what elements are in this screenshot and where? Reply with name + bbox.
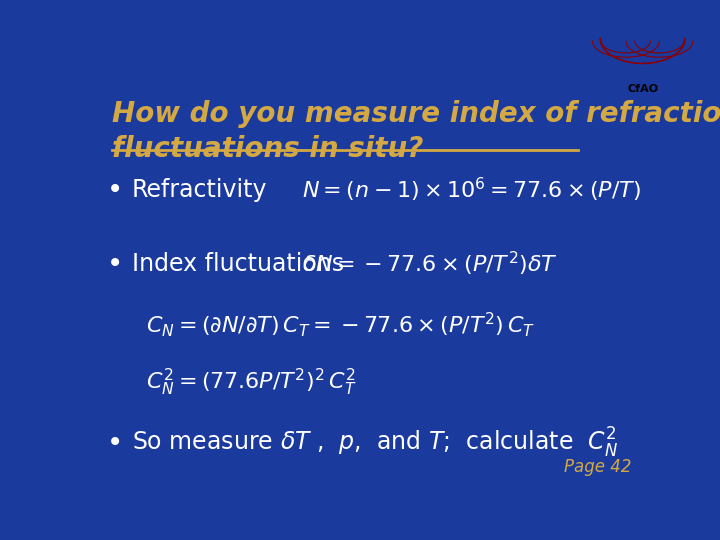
Text: $C_N = (\partial N / \partial T)\,C_T = -77.6 \times (P / T^2)\,C_T$: $C_N = (\partial N / \partial T)\,C_T = … [145,310,535,339]
Text: $N = (n-1) \times 10^6 = 77.6 \times (P / T)$: $N = (n-1) \times 10^6 = 77.6 \times (P … [302,176,641,204]
Text: Page 42: Page 42 [564,458,631,476]
Text: Refractivity: Refractivity [132,178,267,201]
Text: •: • [107,429,123,457]
Text: How do you measure index of refraction
fluctuations in situ?: How do you measure index of refraction f… [112,100,720,163]
Text: So measure $\delta T$ ,  $p$,  and $T$;  calculate  $C_N^2$: So measure $\delta T$ , $p$, and $T$; ca… [132,426,618,460]
Text: •: • [107,176,123,204]
Text: Index fluctuations: Index fluctuations [132,252,344,276]
Text: $\delta N = -77.6 \times (P / T^2)\delta T$: $\delta N = -77.6 \times (P / T^2)\delta… [302,250,558,279]
Text: CfAO: CfAO [627,84,658,94]
Text: $C_N^2 = (77.6P / T^2)^2\,C_T^2$: $C_N^2 = (77.6P / T^2)^2\,C_T^2$ [145,367,356,399]
Text: •: • [107,251,123,279]
